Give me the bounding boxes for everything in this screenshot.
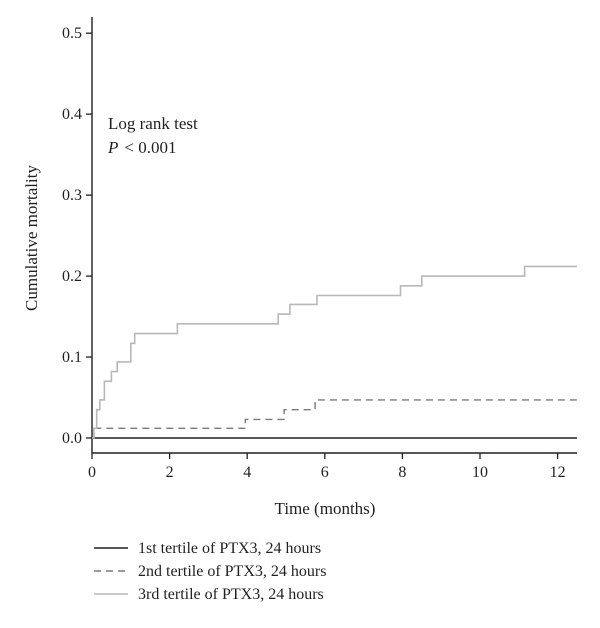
annotation-p-value: < 0.001 bbox=[124, 138, 176, 157]
annotation-p-symbol: P bbox=[107, 138, 118, 157]
x-tick-label: 12 bbox=[550, 464, 566, 481]
annotation-line-1: Log rank test bbox=[108, 114, 198, 133]
y-axis-label: Cumulative mortality bbox=[22, 165, 41, 311]
y-tick-label: 0.4 bbox=[62, 106, 82, 123]
series-line-3 bbox=[92, 265, 577, 439]
x-tick-label: 10 bbox=[472, 464, 488, 481]
y-tick-label: 0.3 bbox=[62, 187, 82, 204]
series-layer bbox=[92, 265, 577, 439]
x-tick-label: 8 bbox=[398, 464, 406, 481]
legend-label-3: 3rd tertile of PTX3, 24 hours bbox=[138, 586, 324, 603]
x-tick-label: 0 bbox=[88, 464, 96, 481]
y-tick-label: 0.5 bbox=[62, 25, 82, 42]
annotation: Log rank test P < 0.001 bbox=[107, 114, 198, 157]
axes: 0.0 0.1 0.2 0.3 0.4 0.5 0 2 4 6 8 10 12 bbox=[62, 17, 577, 481]
x-axis-label: Time (months) bbox=[275, 499, 376, 518]
y-tick-label: 0.2 bbox=[62, 268, 82, 285]
y-tick-label: 0.1 bbox=[62, 349, 82, 366]
annotation-line-2: P < 0.001 bbox=[107, 138, 176, 157]
x-tick-label: 2 bbox=[166, 464, 174, 481]
x-tick-label: 4 bbox=[243, 464, 251, 481]
legend: 1st tertile of PTX3, 24 hours 2nd tertile… bbox=[94, 540, 326, 603]
x-tick-label: 6 bbox=[321, 464, 329, 481]
y-tick-label: 0.0 bbox=[62, 430, 82, 447]
legend-label-1: 1st tertile of PTX3, 24 hours bbox=[138, 540, 321, 557]
series-line-2 bbox=[92, 399, 577, 439]
legend-label-2: 2nd tertile of PTX3, 24 hours bbox=[138, 563, 326, 580]
